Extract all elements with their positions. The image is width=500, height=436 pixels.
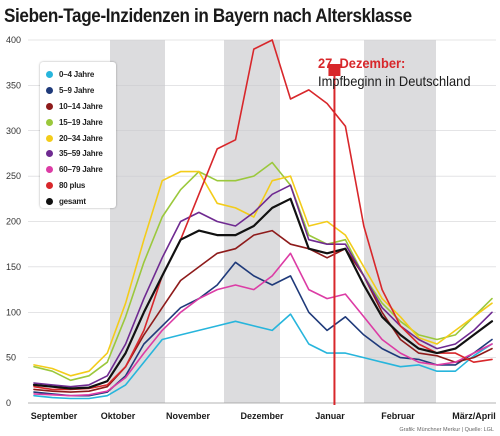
legend-item: 0–4 Jahre	[46, 67, 112, 83]
y-tick-label-350: 350	[6, 80, 21, 90]
y-tick-label-150: 150	[6, 262, 21, 272]
legend-swatch	[46, 181, 53, 189]
legend-label: 20–34 Jahre	[59, 133, 103, 143]
legend-swatch	[46, 166, 53, 174]
legend-label: 5–9 Jahre	[59, 86, 95, 96]
legend-label: 60–79 Jahre	[59, 165, 103, 175]
legend: 0–4 Jahre 5–9 Jahre 10–14 Jahre 15–19 Jahre…	[40, 62, 116, 208]
legend-label: 15–19 Jahre	[59, 117, 103, 127]
legend-swatch	[46, 197, 53, 205]
legend-swatch	[46, 102, 53, 110]
y-tick-label-200: 200	[6, 217, 21, 227]
legend-item: 20–34 Jahre	[46, 130, 112, 146]
x-tick-label-2: November	[166, 411, 211, 421]
legend-label: gesamt	[59, 196, 86, 206]
legend-label: 35–59 Jahre	[59, 149, 103, 159]
series-line-2	[33, 229, 493, 393]
legend-label: 0–4 Jahre	[59, 70, 95, 80]
series-line-8	[32, 197, 494, 390]
y-tick-label-0: 0	[6, 398, 11, 408]
x-tick-label-1: Oktober	[101, 411, 136, 421]
x-tick-label-3: Dezember	[240, 411, 284, 421]
series-line-3	[33, 161, 493, 382]
series-line-0	[33, 313, 493, 400]
x-tick-label-4: Januar	[315, 411, 345, 421]
legend-item: 80 plus	[46, 178, 112, 194]
y-tick-label-50: 50	[6, 353, 16, 363]
series-lines	[32, 39, 494, 400]
chart-title: Sieben-Tage-Inzidenzen in Bayern nach Al…	[4, 6, 412, 27]
legend-swatch	[46, 150, 53, 158]
legend-item: 35–59 Jahre	[46, 146, 112, 162]
legend-item: 15–19 Jahre	[46, 114, 112, 130]
y-tick-label-250: 250	[6, 171, 21, 181]
marker-square	[328, 64, 341, 76]
legend-swatch	[46, 118, 53, 126]
y-tick-label-100: 100	[6, 307, 21, 317]
series-line-4	[33, 170, 493, 377]
series-line-7	[33, 39, 493, 391]
legend-item: 10–14 Jahre	[46, 99, 112, 115]
series-line-6	[33, 252, 493, 397]
legend-swatch	[46, 87, 53, 95]
legend-swatch	[46, 134, 53, 142]
impfbeginn-marker	[328, 64, 341, 405]
x-tick-label-5: Februar	[381, 411, 415, 421]
gridlines	[28, 39, 496, 404]
x-tick-label-0: September	[31, 411, 78, 421]
y-tick-label-400: 400	[6, 35, 21, 45]
legend-label: 80 plus	[59, 180, 86, 190]
y-axis-ticks: 0 50 100 150 200 250 300 350 400	[6, 35, 21, 408]
source-credit: Grafik: Münchner Merkur | Quelle: LGL	[399, 427, 494, 433]
x-tick-label-6: März/April	[452, 411, 496, 421]
legend-item: gesamt	[46, 193, 112, 209]
annotation: 27. Dezember: Impfbeginn in Deutschland	[318, 54, 471, 90]
legend-swatch	[46, 71, 53, 79]
legend-label: 10–14 Jahre	[59, 101, 103, 111]
x-axis-ticks: September Oktober November Dezember Januar Fe…	[31, 411, 496, 421]
y-tick-label-300: 300	[6, 126, 21, 136]
legend-item: 5–9 Jahre	[46, 83, 112, 99]
annotation-text: Impfbeginn in Deutschland	[318, 73, 471, 89]
legend-item: 60–79 Jahre	[46, 162, 112, 178]
series-line-5	[33, 184, 493, 388]
annotation-date: 27. Dezember:	[318, 55, 406, 71]
